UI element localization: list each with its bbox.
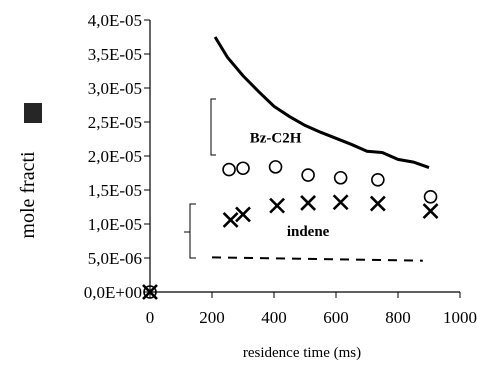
- x-tick-label: 200: [199, 308, 225, 327]
- y-tick-label: 2,0E-05: [88, 147, 142, 166]
- y-tick-label: 0,0E+00: [84, 283, 142, 302]
- circle-point: [268, 160, 283, 174]
- annotation-label: indene: [287, 224, 330, 240]
- y-tick-label: 3,0E-05: [88, 79, 142, 98]
- bracket-bz: [210, 98, 216, 156]
- series-line-3: [211, 256, 423, 262]
- x-point: [422, 203, 439, 219]
- x-tick-label: 1000: [443, 308, 477, 327]
- annotation-brackets: [184, 98, 216, 259]
- annotation-label: Bz-C2H: [250, 130, 302, 146]
- circle-point: [371, 173, 385, 187]
- circle-point: [333, 170, 348, 185]
- x-tick-label: 800: [385, 308, 411, 327]
- series-line-0: [213, 36, 430, 169]
- x-point: [332, 194, 349, 211]
- x-point: [222, 212, 239, 228]
- x-axis-label: residence time (ms): [243, 345, 361, 361]
- x-tick-label: 0: [146, 308, 155, 327]
- circle-point: [236, 161, 250, 176]
- plot-area: 0,0E+00 5,0E-06 1,0E-05 1,5E-05 2,0E-05 2,5E-…: [84, 11, 477, 327]
- x-tick-label: 600: [323, 308, 349, 327]
- x-point: [269, 197, 286, 214]
- x-point: [300, 195, 317, 211]
- y-tick-label: 1,5E-05: [88, 181, 142, 200]
- y-tick-label: 4,0E-05: [88, 11, 142, 30]
- y-tick-label: 3,5E-05: [88, 45, 142, 64]
- y-axis-label: mole fracti: [17, 151, 39, 239]
- x-point: [142, 284, 158, 300]
- circle-point: [423, 190, 438, 204]
- y-tick-label: 2,5E-05: [88, 113, 142, 132]
- circle-point: [301, 168, 315, 182]
- bracket-indene: [189, 203, 196, 259]
- y-tick-label: 5,0E-06: [88, 249, 142, 268]
- ylabel-smudge: [24, 103, 42, 123]
- x-tick-label: 400: [261, 308, 287, 327]
- y-tick-label: 1,0E-05: [88, 215, 142, 234]
- circle-point: [222, 162, 236, 177]
- x-point: [235, 206, 251, 223]
- circle-point: [143, 285, 157, 299]
- x-point: [369, 195, 386, 212]
